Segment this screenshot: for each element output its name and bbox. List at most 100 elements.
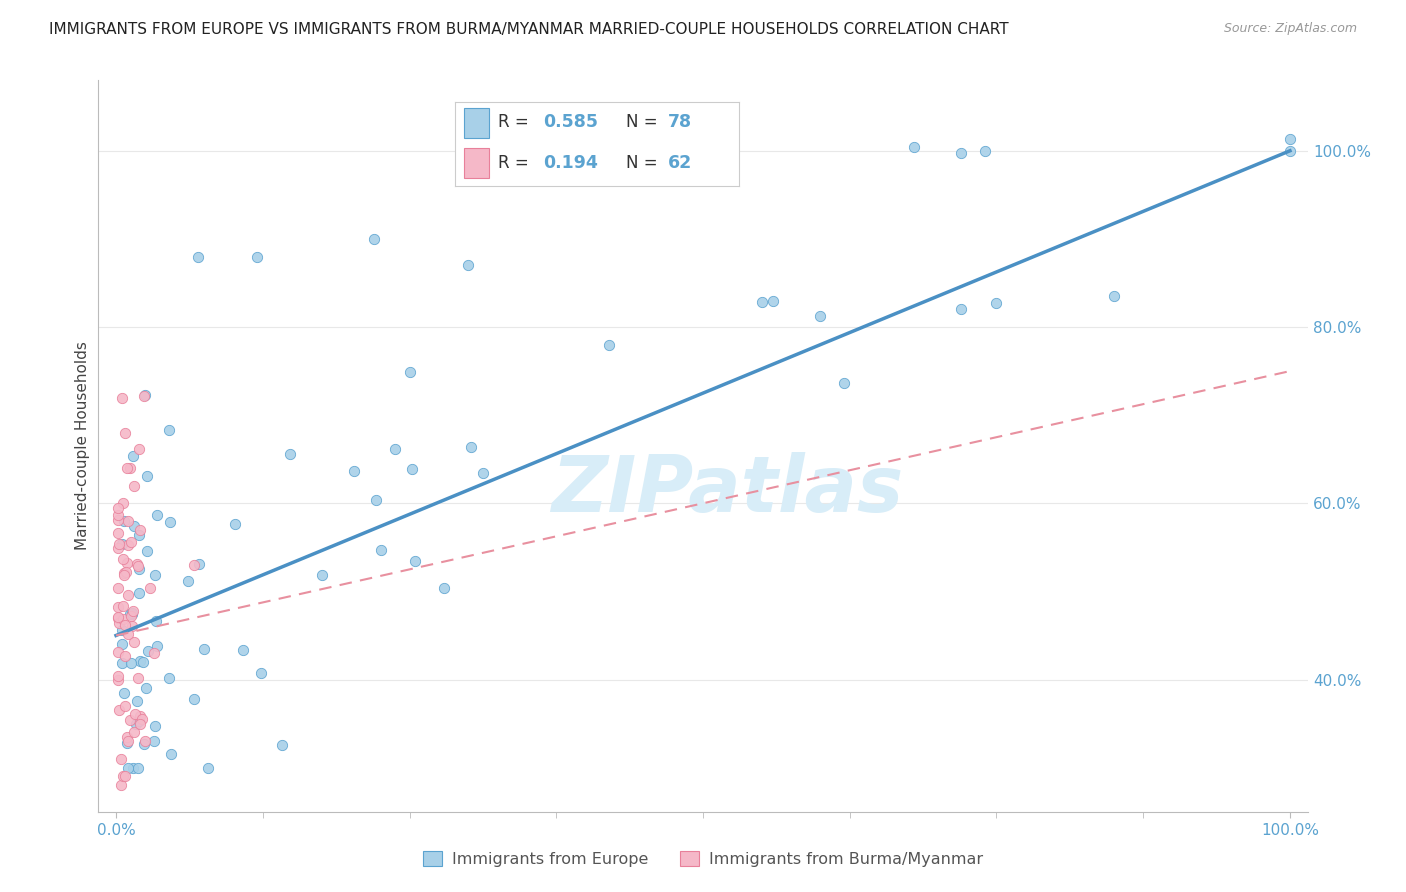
Point (108, 703, 131, 717)
Point (107, 501, 129, 516)
Point (125, 693, 148, 707)
Point (145, 614, 167, 628)
Point (160, 747, 183, 762)
Point (128, 442, 150, 457)
Point (193, 641, 215, 656)
Point (112, 599, 135, 613)
Point (112, 568, 135, 582)
Point (122, 725, 145, 739)
Point (129, 524, 152, 538)
Point (159, 515, 181, 529)
Point (143, 733, 166, 747)
Point (1278, 132, 1301, 146)
Point (177, 574, 200, 589)
Point (128, 654, 150, 668)
Point (111, 612, 134, 626)
Point (112, 552, 135, 566)
Legend: Immigrants from Europe, Immigrants from Burma/Myanmar: Immigrants from Europe, Immigrants from … (416, 845, 990, 873)
Y-axis label: Married-couple Households: Married-couple Households (75, 342, 90, 550)
Point (107, 599, 129, 614)
Point (401, 462, 423, 476)
Point (111, 637, 134, 651)
Point (143, 719, 166, 733)
Point (128, 562, 150, 576)
Point (111, 656, 134, 670)
Point (107, 525, 129, 540)
Point (232, 642, 254, 657)
Point (124, 519, 146, 533)
Point (457, 258, 479, 272)
Point (751, 294, 773, 309)
Point (108, 536, 131, 550)
Point (370, 542, 392, 557)
Point (278, 447, 301, 461)
Point (107, 673, 129, 687)
Text: ZIPatlas: ZIPatlas (551, 452, 903, 528)
Point (114, 648, 136, 663)
Point (197, 761, 219, 775)
Point (127, 671, 149, 685)
Point (136, 469, 159, 483)
Point (117, 538, 139, 552)
Point (950, 145, 973, 160)
Point (120, 713, 142, 727)
Point (117, 514, 139, 528)
Point (363, 232, 385, 246)
Point (121, 607, 143, 622)
Point (117, 761, 139, 775)
Point (132, 389, 155, 403)
Point (157, 423, 180, 437)
Point (111, 391, 134, 405)
Point (472, 467, 495, 481)
Point (111, 623, 134, 637)
Point (107, 668, 129, 682)
Point (366, 492, 388, 507)
Point (183, 558, 205, 572)
Point (112, 515, 135, 529)
Point (131, 713, 153, 727)
Point (762, 293, 785, 308)
Point (139, 581, 162, 595)
Point (1102, 289, 1125, 303)
Point (132, 655, 155, 669)
Point (114, 769, 136, 783)
Point (114, 425, 136, 440)
Point (973, 144, 995, 158)
Point (120, 609, 142, 624)
Point (187, 250, 209, 264)
Point (187, 557, 209, 571)
Point (246, 250, 269, 264)
Point (127, 559, 149, 574)
Point (598, 337, 620, 351)
Point (146, 508, 169, 522)
Point (128, 528, 150, 542)
Point (122, 449, 145, 463)
Point (311, 568, 333, 582)
Point (111, 537, 134, 551)
Point (120, 535, 142, 549)
Point (122, 478, 145, 492)
Point (1278, 144, 1301, 158)
Point (112, 566, 135, 580)
Point (107, 582, 129, 596)
Point (134, 387, 156, 401)
Point (107, 508, 129, 522)
Point (135, 681, 157, 695)
Point (270, 739, 292, 753)
Point (128, 709, 150, 723)
Point (115, 730, 138, 744)
Point (950, 302, 973, 317)
Point (249, 665, 271, 680)
Point (122, 635, 145, 649)
Point (127, 761, 149, 775)
Point (136, 544, 159, 558)
Point (343, 464, 366, 478)
Point (107, 541, 129, 556)
Point (110, 778, 132, 792)
Point (132, 737, 155, 751)
Point (107, 610, 129, 624)
Point (107, 610, 129, 624)
Point (121, 619, 143, 633)
Point (134, 734, 156, 748)
Point (117, 627, 139, 641)
